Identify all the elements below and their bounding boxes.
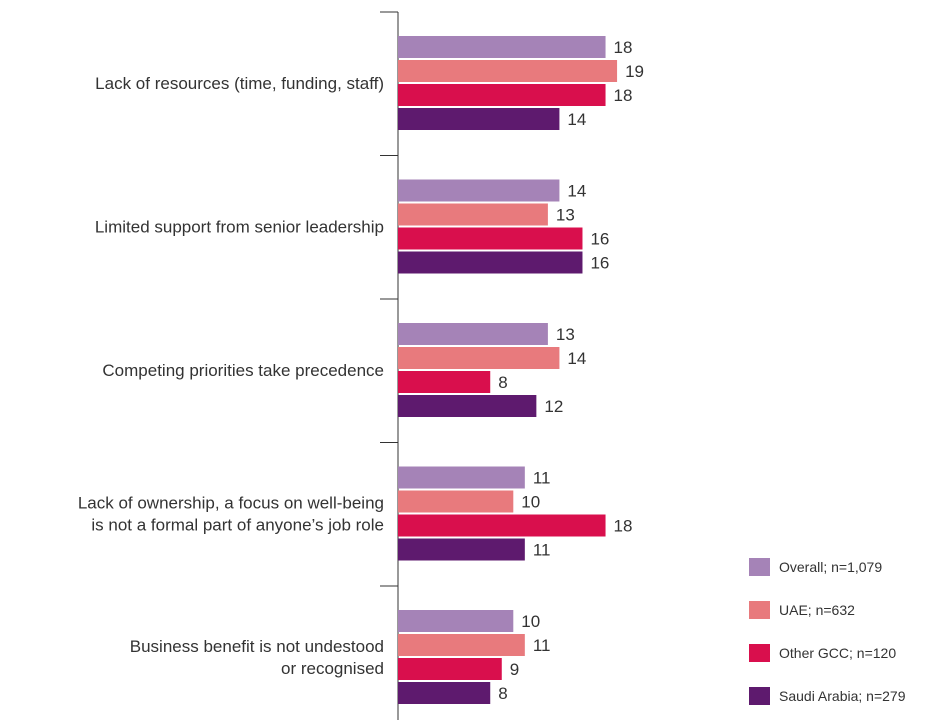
data-label: 8 [498,684,507,703]
data-label: 10 [521,493,540,512]
bar [398,227,583,250]
category-label: Lack of resources (time, funding, staff) [95,74,384,93]
bar [398,84,606,106]
bar [398,634,525,656]
legend-label: UAE; n=632 [779,602,855,618]
bar [398,203,548,226]
category-label: Lack of ownership, a focus on well-being [78,494,384,513]
bar [398,60,618,82]
data-label: 9 [510,660,519,679]
bar [398,347,560,369]
data-label: 14 [567,182,586,201]
legend-swatch [749,558,770,576]
data-label: 16 [590,230,609,249]
data-label: 13 [556,325,575,344]
bar [398,514,606,537]
data-label: 14 [567,349,586,368]
legend-swatch [749,601,770,619]
data-label: 16 [590,254,609,273]
data-label: 18 [614,86,633,105]
bar [398,610,514,632]
bar [398,36,606,58]
data-label: 8 [498,373,507,392]
bar [398,395,537,417]
bar [398,323,548,345]
bar [398,538,525,561]
legend-label: Other GCC; n=120 [779,645,896,661]
category-label: Competing priorities take precedence [102,361,384,380]
legend-label: Overall; n=1,079 [779,559,882,575]
legend-label: Saudi Arabia; n=279 [779,688,906,704]
bar [398,490,514,513]
bar [398,179,560,202]
category-label: or recognised [281,659,384,678]
bar [398,682,491,704]
data-label: 11 [533,469,551,488]
data-label: 18 [614,38,633,57]
bar [398,371,491,393]
data-label: 12 [544,397,563,416]
category-label: Limited support from senior leadership [95,218,384,237]
data-label: 11 [533,541,551,560]
data-label: 13 [556,206,575,225]
bar [398,466,525,489]
category-label: Business benefit is not undestood [130,637,384,656]
legend-swatch [749,687,770,705]
bar [398,108,560,130]
data-label: 10 [521,612,540,631]
legend-swatch [749,644,770,662]
data-label: 18 [614,517,633,536]
data-label: 14 [567,110,586,129]
category-label: is not a formal part of anyone’s job rol… [91,516,384,535]
data-label: 11 [533,636,551,655]
data-label: 19 [625,62,644,81]
bar [398,658,502,680]
bar [398,251,583,274]
